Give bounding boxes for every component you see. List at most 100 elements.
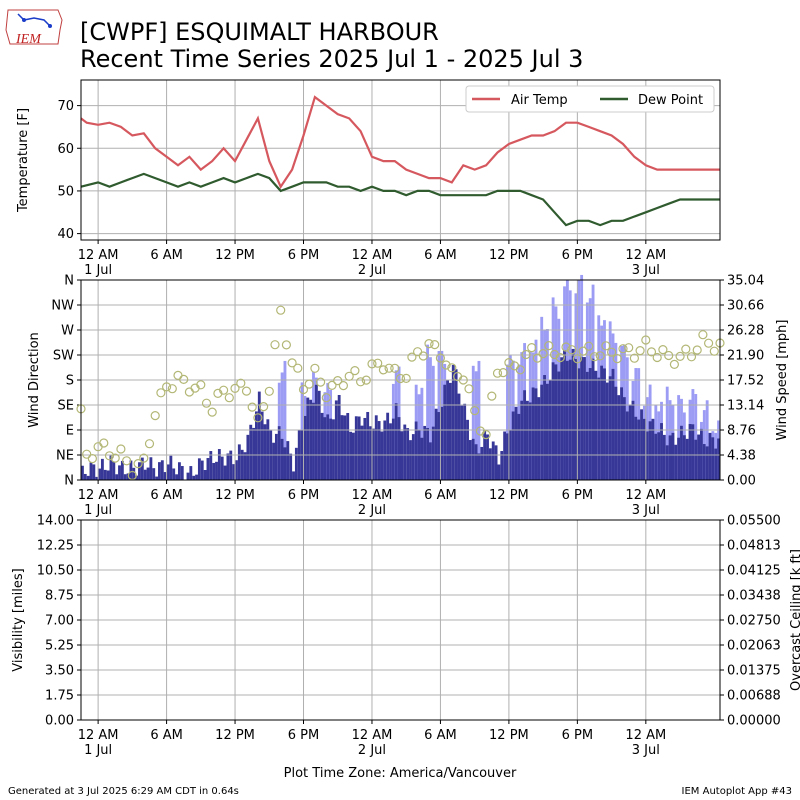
wind-speed-bar — [123, 474, 127, 480]
wind-speed-bar — [577, 368, 581, 480]
y2-tick-label: 35.04 — [727, 274, 764, 289]
wind-speed-bar — [568, 359, 572, 480]
wind-gust-bar — [280, 372, 284, 480]
wind-direction-point — [424, 339, 434, 349]
wind-direction-point — [435, 353, 445, 363]
wind-speed-bar — [206, 458, 210, 480]
wind-speed-bar — [129, 460, 133, 480]
wind-speed-bar — [608, 376, 612, 480]
wind-direction-point — [99, 438, 109, 448]
wind-gust-bar — [429, 357, 432, 480]
wind-speed-bar — [426, 427, 430, 480]
wind-speed-bar — [81, 465, 84, 480]
y-tick-label: E — [66, 424, 74, 439]
wind-direction-point — [184, 387, 194, 397]
wind-speed-bar — [146, 467, 150, 480]
y-tick-label: N — [64, 474, 74, 489]
wind-direction-point — [219, 385, 229, 395]
iem-logo: IEM — [5, 9, 63, 47]
wind-speed-bar — [451, 364, 455, 480]
y2-tick-label: 0.00 — [727, 474, 756, 489]
x-tick-label: 6 PM — [288, 488, 319, 503]
wind-speed-bar — [662, 434, 666, 480]
wind-direction-point — [162, 382, 172, 392]
wind-direction-point — [401, 373, 411, 383]
wind-direction-point — [150, 411, 160, 421]
y2-tick-label: 0.04813 — [727, 539, 781, 554]
wind-direction-point — [133, 459, 143, 469]
wind-speed-bar — [651, 418, 655, 480]
wind-direction-point — [458, 375, 468, 385]
wind-speed-bar — [160, 460, 164, 480]
wind-speed-bar — [597, 377, 601, 480]
wind-speed-bar — [98, 468, 101, 480]
wind-speed-bar — [374, 415, 378, 480]
x-tick-sublabel: 3 Jul — [632, 743, 660, 758]
wind-direction-point — [316, 377, 326, 387]
wind-direction-point — [121, 456, 132, 466]
wind-speed-bar — [474, 444, 478, 480]
wind-direction-point — [378, 365, 388, 375]
wind-speed-bar — [215, 461, 218, 480]
wind-direction-point — [681, 344, 691, 354]
wind-direction-point — [201, 398, 212, 408]
y2-tick-label: 0.02750 — [727, 614, 781, 629]
wind-speed-bar — [551, 362, 555, 480]
x-tick-label: 12 AM — [352, 488, 393, 503]
wind-speed-bar — [397, 417, 401, 480]
x-tick-label: 6 AM — [424, 488, 457, 503]
wind-speed-bar — [583, 357, 586, 480]
wind-direction-point — [224, 393, 234, 403]
y-tick-label: 0.00 — [45, 714, 74, 729]
y-tick-label: 70 — [57, 99, 74, 114]
wind-direction-point — [304, 379, 314, 389]
x-tick-label: 12 PM — [215, 248, 255, 263]
wind-speed-bar — [511, 411, 515, 480]
wind-direction-point — [104, 451, 115, 461]
wind-speed-bar — [588, 368, 592, 480]
wind-speed-bar — [166, 464, 170, 480]
wind-direction-point — [253, 413, 263, 423]
page-title: [CWPF] ESQUIMALT HARBOUR — [80, 18, 439, 46]
x-tick-label: 12 AM — [352, 248, 393, 263]
wind-direction-point — [390, 363, 400, 373]
wind-direction-point — [430, 340, 440, 350]
dew-point-line — [80, 172, 720, 227]
wind-speed-bar — [112, 461, 116, 480]
wind-direction-point — [669, 359, 680, 369]
wind-direction-point — [515, 365, 525, 375]
wind-direction-point — [293, 363, 303, 373]
wind-direction-point — [327, 380, 337, 390]
wind-speed-bar — [260, 411, 264, 480]
wind-speed-bar — [654, 433, 658, 480]
wind-direction-point — [567, 345, 577, 355]
y2-tick-label: 0.00688 — [727, 689, 781, 704]
wind-speed-bar — [682, 435, 686, 480]
wind-speed-bar — [603, 368, 606, 480]
wind-speed-bar — [83, 473, 87, 480]
y2-tick-label: 8.76 — [727, 424, 756, 439]
wind-speed-bar — [95, 476, 99, 480]
wind-speed-bar — [377, 421, 381, 480]
y2-tick-label: 0.04125 — [727, 564, 781, 579]
x-tick-sublabel: 2 Jul — [358, 743, 386, 758]
wind-speed-bar — [660, 423, 663, 480]
wind-speed-bar — [503, 431, 507, 480]
wind-speed-bar — [109, 455, 113, 480]
legend-label-air-temp: Air Temp — [511, 93, 568, 108]
wind-speed-bar — [175, 474, 178, 480]
plot-frame — [80, 79, 721, 241]
wind-direction-point — [492, 368, 503, 378]
wind-speed-bar — [138, 462, 141, 480]
y-tick-label: 60 — [57, 142, 74, 157]
wind-direction-point — [350, 366, 360, 376]
wind-speed-bar — [363, 417, 367, 480]
wind-direction-point — [447, 363, 457, 373]
wind-speed-bar — [158, 462, 161, 480]
y-tick-label: 14.00 — [37, 514, 74, 529]
wind-speed-bar — [685, 438, 689, 480]
wind-bars — [81, 274, 720, 480]
wind-speed-bar — [665, 445, 669, 480]
